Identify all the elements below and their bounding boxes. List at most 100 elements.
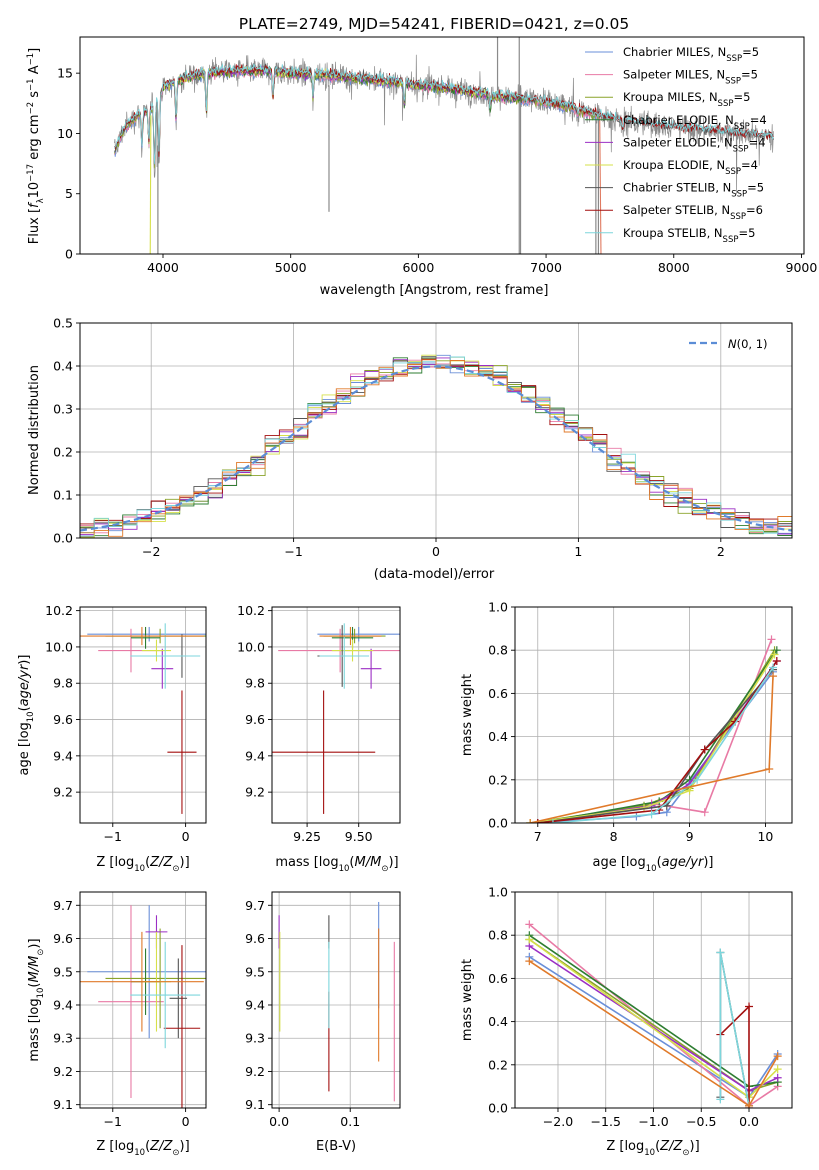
- legend-label: Chabrier MILES, NSSP=5: [623, 45, 759, 64]
- y-tick-label: 10.2: [45, 603, 73, 618]
- y-tick-label: 9.6: [245, 712, 265, 727]
- label-part: λ: [36, 198, 46, 203]
- x-tick-label: −2.0: [543, 1114, 573, 1129]
- series-line: [552, 667, 774, 823]
- x-tick-label: 10: [757, 829, 773, 844]
- panel-age-vs-z: −1 0 9.2 9.4 9.6 9.8 10.0 10.2: [45, 603, 207, 844]
- label-part: −17: [26, 164, 36, 182]
- label-part: =4: [749, 135, 766, 149]
- label-part: (: [17, 706, 32, 711]
- x-tick-label: 2: [717, 544, 725, 559]
- series-marker: [647, 810, 656, 819]
- x-tick-label: 7000: [530, 260, 562, 275]
- axes-frame: [271, 606, 401, 824]
- y-tick-label: 0.8: [488, 643, 508, 658]
- plot-area: [80, 905, 206, 1108]
- series-marker: [745, 1002, 754, 1011]
- label-part: (: [349, 855, 354, 870]
- y-tick-label: 9.6: [53, 931, 73, 946]
- axes-overlay: 0.0 0.1 9.1 9.2 9.3 9.4 9.5 9.6 9.7: [245, 891, 401, 1129]
- label-part: age/yr: [17, 663, 32, 706]
- y-tick-label: 9.6: [245, 931, 265, 946]
- model-dropoff: [149, 115, 152, 254]
- x-tick-label: −1.0: [638, 1114, 668, 1129]
- label-part: Z [log: [606, 1139, 644, 1154]
- axes-overlay: −2 −1 0 1 2 0.0 0.1 0.2 0.3 0.4 0.5 N(0, 1): [53, 316, 793, 559]
- label-part: ⊙: [172, 1148, 179, 1158]
- y-axis-label: age [log10(age/yr)]: [17, 655, 36, 776]
- label-part: s: [27, 91, 42, 102]
- y-tick-label: 15: [57, 66, 73, 81]
- label-part: mass [log: [27, 998, 42, 1061]
- y-tick-label: 0.1: [53, 488, 73, 503]
- y-tick-label: 9.7: [53, 898, 73, 913]
- y-tick-label: 0: [65, 247, 73, 262]
- series-marker: [525, 957, 534, 966]
- label-part: −2: [26, 102, 36, 115]
- y-axis-label: Normed distribution: [27, 365, 42, 495]
- x-tick-label: −2: [142, 544, 160, 559]
- label-part: =4: [741, 158, 758, 172]
- x-tick-label: 8: [610, 829, 618, 844]
- y-tick-label: 0.0: [488, 816, 508, 831]
- x-tick-label: 8000: [658, 260, 690, 275]
- residual-histogram: [80, 359, 792, 537]
- y-tick-label: 10.0: [237, 639, 265, 654]
- label-part: Z/Z: [659, 1139, 683, 1154]
- label-part: 10: [646, 864, 657, 874]
- label-part: Chabrier ELODIE, N: [623, 113, 734, 127]
- label-part: =5: [733, 90, 750, 104]
- label-part: Z [log: [96, 855, 134, 870]
- axes-frame: [79, 606, 207, 824]
- label-part: SSP: [725, 77, 741, 87]
- x-axis-label: E(B-V): [316, 1139, 356, 1154]
- label-part: (: [657, 855, 662, 870]
- legend-label: N(0, 1): [728, 337, 768, 351]
- axes-overlay: 4000 5000 6000 7000 8000 9000 0 5 10 15 Chabrier M…: [57, 36, 817, 275]
- x-axis-label: age [log10(age/yr)]: [593, 855, 714, 874]
- x-axis-label: Z [log10(Z/Z⊙)]: [606, 1139, 699, 1158]
- legend-label: Chabrier STELIB, NSSP=5: [623, 181, 764, 200]
- series-line: [530, 654, 776, 823]
- label-part: −1: [26, 53, 36, 66]
- x-tick-label: −1: [284, 544, 302, 559]
- y-tick-label: 9.2: [53, 785, 73, 800]
- data-spectrum: [114, 54, 774, 195]
- series-marker: [700, 808, 709, 817]
- y-tick-label: 0.2: [488, 772, 508, 787]
- x-tick-label: 9.25: [293, 829, 321, 844]
- y-tick-label: 9.2: [245, 1064, 265, 1079]
- label-part: Chabrier STELIB, N: [623, 181, 731, 195]
- y-tick-label: 5: [65, 186, 73, 201]
- label-part: )]: [17, 655, 32, 665]
- label-part: 10: [36, 988, 46, 999]
- label-part: 10: [27, 182, 42, 199]
- x-tick-label: 0.1: [340, 1114, 360, 1129]
- series-marker: [533, 819, 542, 823]
- legend-label: Kroupa STELIB, NSSP=5: [623, 226, 755, 245]
- x-axis-label: mass [log10(M/M⊙)]: [275, 855, 398, 874]
- label-part: M/M: [355, 855, 382, 870]
- series-marker: [693, 775, 702, 784]
- series-marker: [716, 948, 725, 957]
- label-part: f: [27, 201, 42, 208]
- series-line: [537, 660, 778, 823]
- series-marker: [770, 650, 779, 659]
- axes-frame: [79, 36, 805, 255]
- label-part: age/yr: [662, 855, 705, 870]
- label-part: )]: [690, 1139, 700, 1154]
- x-tick-label: 9: [686, 829, 694, 844]
- series-line: [719, 952, 750, 1106]
- y-tick-label: 9.4: [53, 748, 73, 763]
- y-tick-label: 9.5: [53, 964, 73, 979]
- plot-area: [114, 37, 774, 254]
- label-part: 10: [134, 864, 145, 874]
- label-part: age [log: [593, 855, 646, 870]
- panel-spectrum: 4000 5000 6000 7000 8000 9000 0 5 10 15 Chabrier M…: [57, 36, 817, 275]
- label-part: ⊙: [172, 864, 179, 874]
- y-tick-label: 9.2: [245, 785, 265, 800]
- y-tick-label: 9.3: [245, 1031, 265, 1046]
- y-tick-label: 0.0: [53, 531, 73, 546]
- x-tick-label: 0: [182, 829, 190, 844]
- panel-ebv-mass: 0.0 0.1 9.1 9.2 9.3 9.4 9.5 9.6 9.7: [245, 891, 401, 1129]
